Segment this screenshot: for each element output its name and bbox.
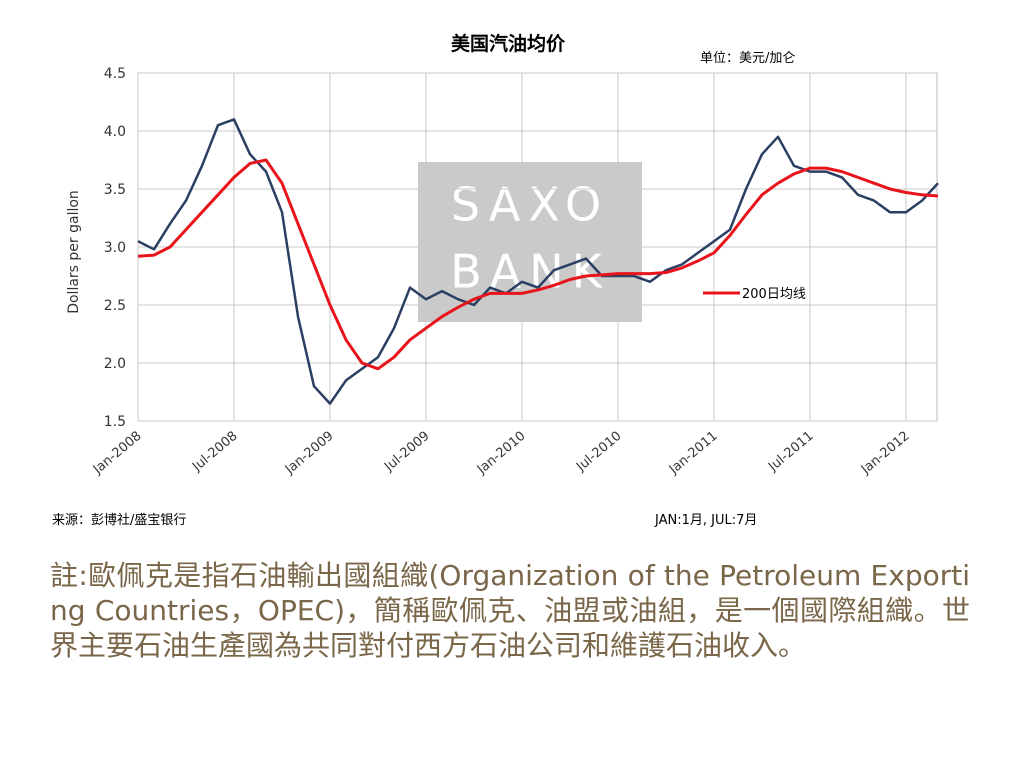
y-tick-label: 4.0 <box>104 124 126 140</box>
source: 来源：彭博社/盛宝银行 <box>52 512 186 528</box>
legend-label: 200日均线 <box>742 287 806 302</box>
chart-title: 美国汽油均价 <box>451 32 566 55</box>
y-tick-label: 3.5 <box>104 182 126 198</box>
y-axis-label: Dollars per gallon <box>66 190 82 314</box>
x-tick-label: Jul-2010 <box>573 429 624 476</box>
x-tick-label: Jan-2010 <box>474 429 529 478</box>
watermark: SAXO <box>451 178 609 232</box>
x-tick-label: Jan-2008 <box>90 429 145 478</box>
paragraph: 註:歐佩克是指石油輸出國組織(Organization of the Petro… <box>50 559 970 662</box>
y-tick-label: 3.0 <box>104 240 126 256</box>
y-tick-label: 2.0 <box>104 356 126 372</box>
x-tick-label: Jul-2008 <box>189 429 240 476</box>
chart: SAXO BANK 美国汽油均价 单位：美元/加仑 Dollars per ga… <box>52 32 939 528</box>
series-line <box>137 158 939 371</box>
x-tick-label: Jan-2009 <box>282 429 337 478</box>
y-tick-label: 2.5 <box>104 298 126 314</box>
y-tick-label: 4.5 <box>104 66 126 82</box>
x-tick-label: Jul-2009 <box>381 429 432 476</box>
x-tick-label: Jan-2011 <box>666 429 721 478</box>
x-tick-label: Jul-2011 <box>765 429 816 476</box>
watermark: BANK <box>450 245 610 299</box>
y-tick-label: 1.5 <box>104 414 126 430</box>
note: JAN:1月, JUL:7月 <box>654 513 757 528</box>
x-tick-label: Jan-2012 <box>858 429 913 478</box>
unit-label: 单位：美元/加仑 <box>700 51 795 66</box>
